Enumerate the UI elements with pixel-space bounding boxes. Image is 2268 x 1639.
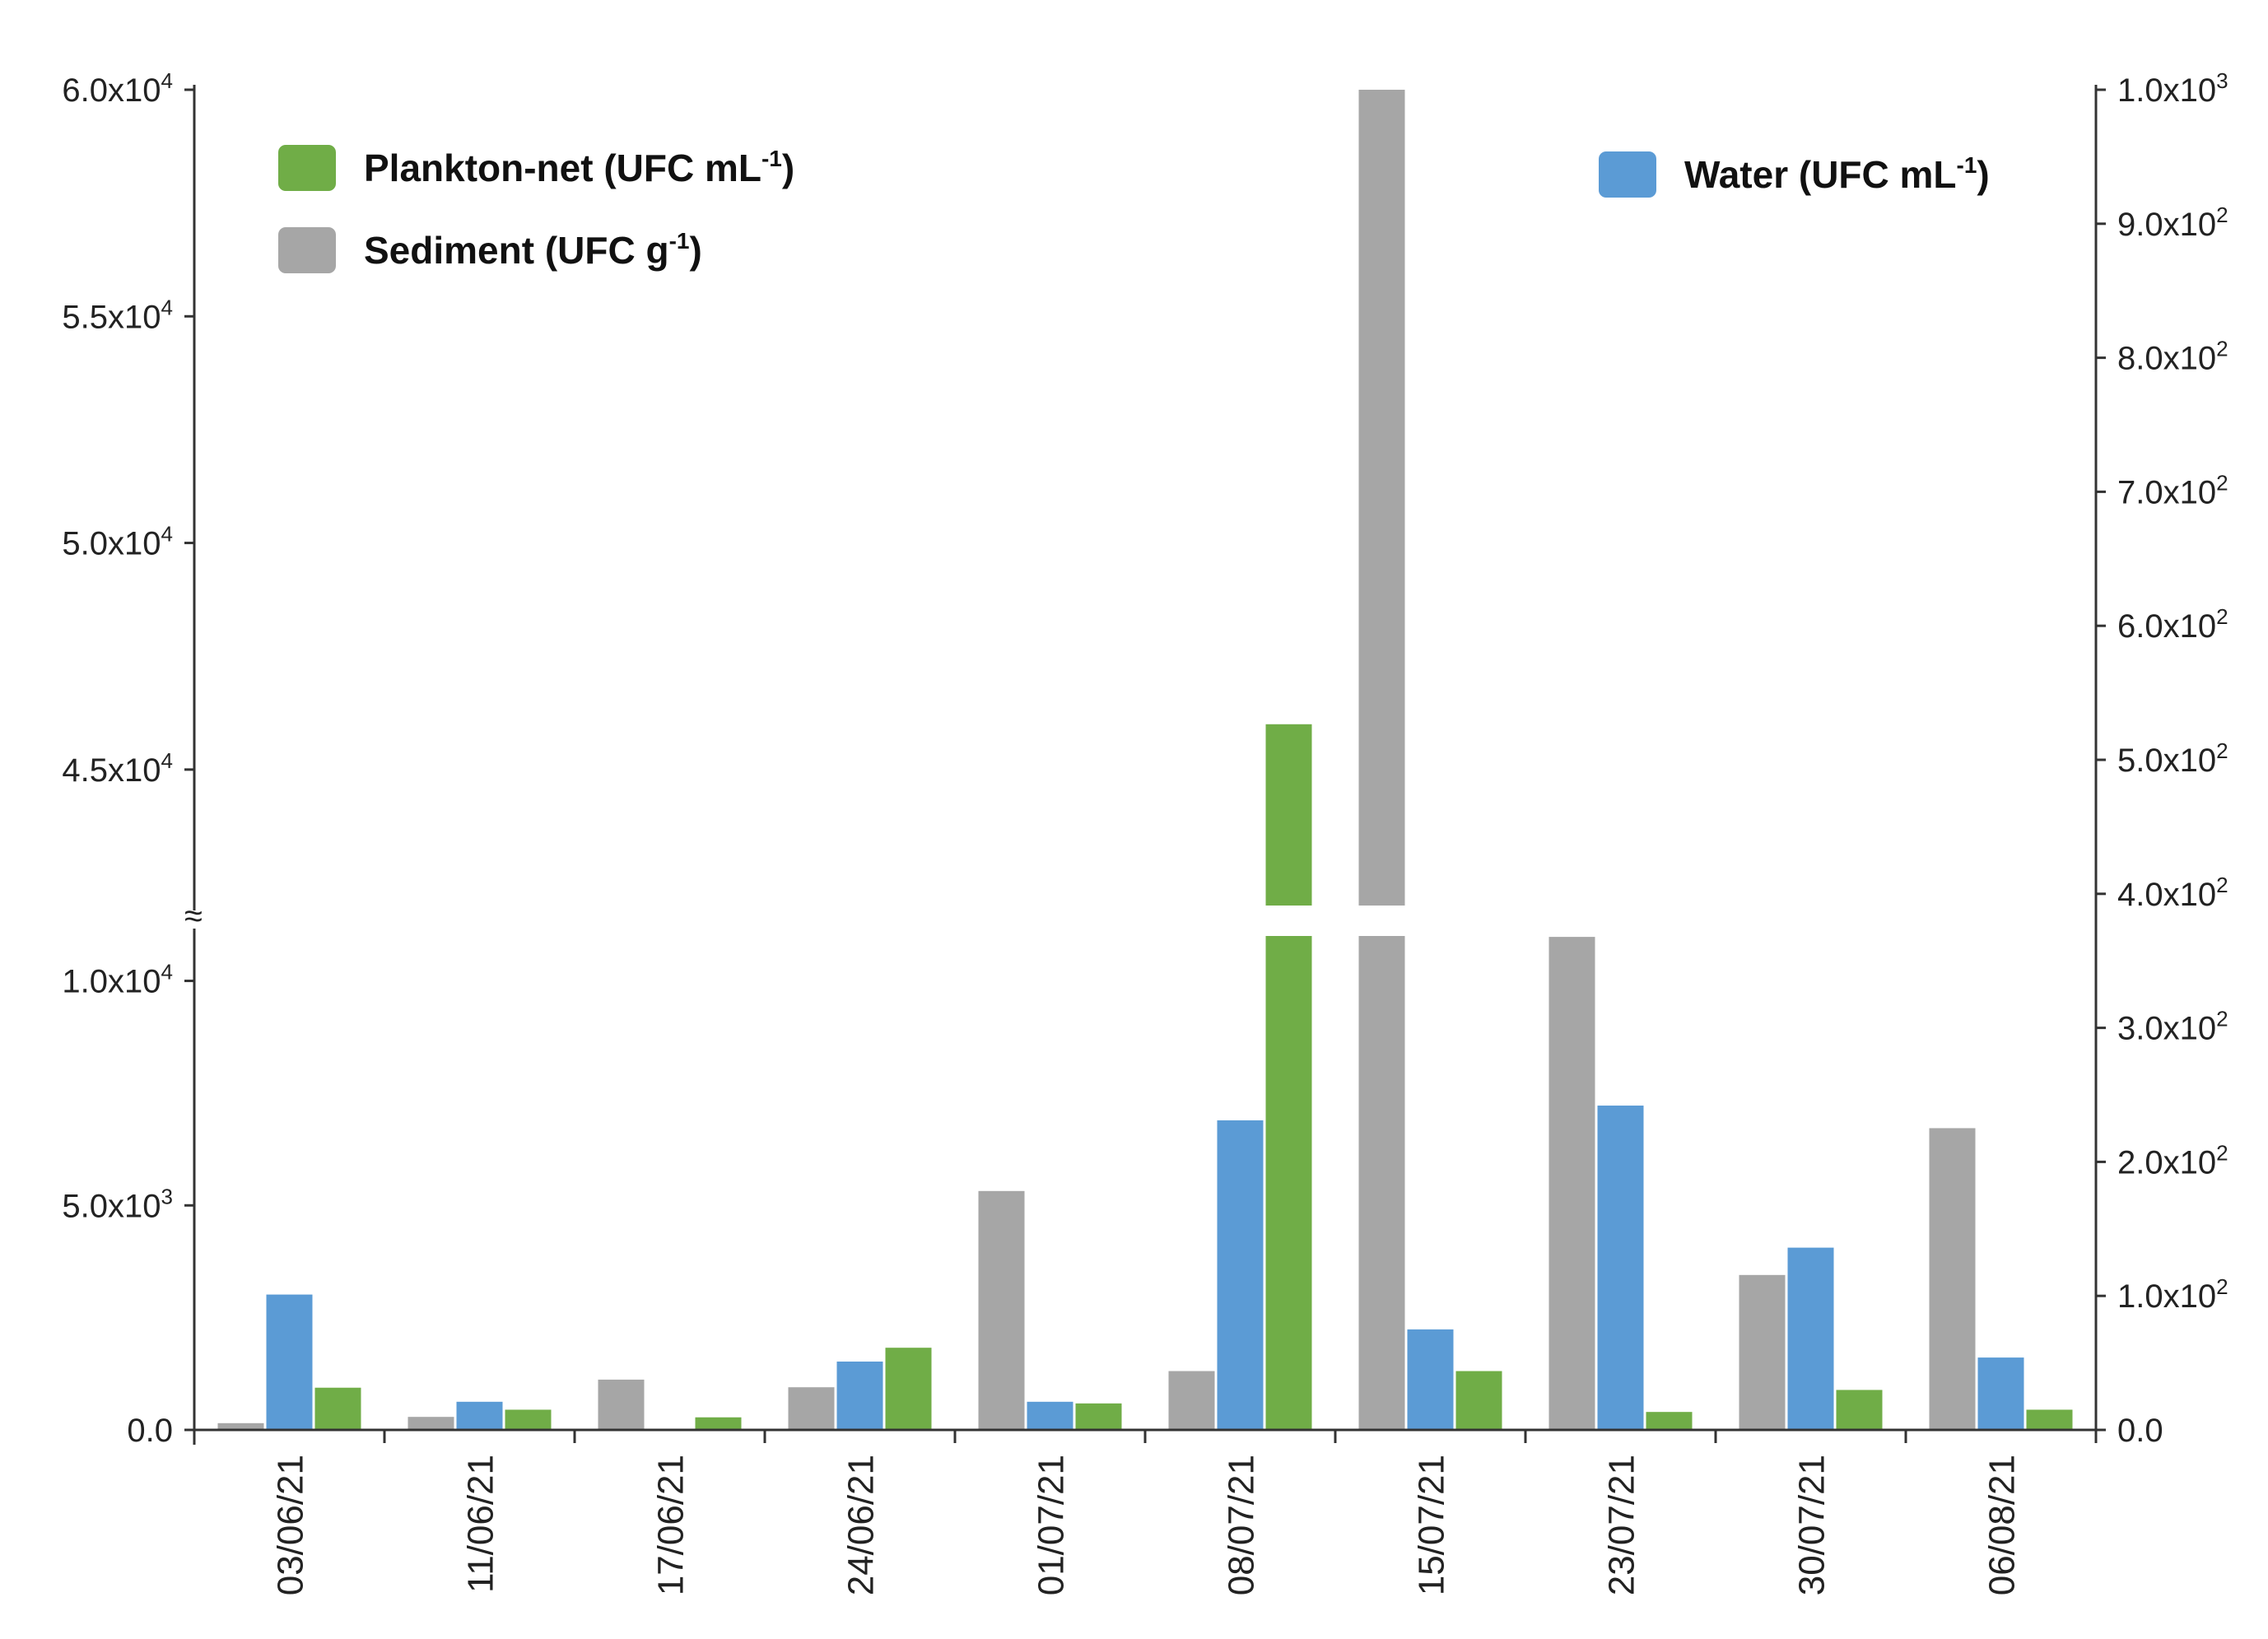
bar-sediment-15-07-21-upper (1358, 90, 1405, 906)
x-axis-category-label: 08/07/21 (1222, 1455, 1262, 1595)
bar-water-23-07-21 (1597, 1106, 1644, 1430)
bar-plankton-net-03-06-21 (314, 1387, 361, 1430)
left-axis-tick-label: 5.0x103 (62, 1184, 173, 1224)
legend-swatch (278, 227, 336, 273)
left-axis-tick-label: 0.0 (127, 1413, 173, 1449)
bar-sediment-01-07-21 (978, 1190, 1025, 1430)
legend-swatch (278, 145, 336, 191)
x-axis-category-label: 01/07/21 (1032, 1455, 1072, 1595)
bar-plankton-net-08-07-21-upper (1265, 724, 1312, 906)
bar-sediment-08-07-21 (1168, 1371, 1215, 1430)
legend-swatch (1599, 151, 1656, 198)
x-axis-category-label: 17/06/21 (651, 1455, 692, 1595)
right-axis-tick-label: 2.0x102 (2117, 1140, 2228, 1180)
right-axis-tick-label: 1.0x103 (2117, 68, 2228, 109)
right-axis-tick-label: 9.0x102 (2117, 203, 2228, 243)
legend-label: Plankton-net (UFC mL-1) (364, 146, 794, 189)
bar-water-24-06-21 (836, 1361, 883, 1430)
bar-plankton-net-24-06-21 (885, 1348, 932, 1430)
bar-sediment-11-06-21 (407, 1417, 454, 1430)
x-axis-category-label: 30/07/21 (1792, 1455, 1833, 1595)
x-axis-category-label: 24/06/21 (841, 1455, 882, 1595)
bar-water-01-07-21 (1027, 1401, 1073, 1430)
bar-plankton-net-08-07-21 (1265, 724, 1312, 1430)
bar-plankton-net-06-08-21 (2026, 1409, 2073, 1430)
bar-sediment-17-06-21 (598, 1379, 645, 1430)
left-axis-tick-label: 6.0x104 (62, 68, 173, 109)
right-axis-tick-label: 6.0x102 (2117, 604, 2228, 645)
x-axis-category-label: 23/07/21 (1602, 1455, 1642, 1595)
x-axis-category-label: 06/08/21 (1982, 1455, 2023, 1595)
bar-water-08-07-21 (1217, 1120, 1264, 1430)
left-axis-tick-label: 5.0x104 (62, 522, 173, 562)
bar-water-11-06-21 (456, 1401, 503, 1430)
bar-plankton-net-30-07-21 (1836, 1390, 1883, 1430)
bar-sediment-06-08-21 (1929, 1128, 1976, 1430)
bar-plankton-net-17-06-21 (695, 1417, 742, 1430)
bar-plankton-net-23-07-21 (1646, 1412, 1693, 1430)
right-axis-tick-label: 3.0x102 (2117, 1007, 2228, 1047)
right-axis-tick-label: 8.0x102 (2117, 337, 2228, 377)
left-axis-tick-label: 4.5x104 (62, 748, 173, 789)
bar-sediment-15-07-21 (1358, 90, 1405, 1430)
bar-sediment-23-07-21 (1548, 937, 1595, 1430)
bar-water-03-06-21 (266, 1294, 313, 1430)
legend-item-sediment: Sediment (UFC g-1) (278, 227, 702, 273)
bar-sediment-15-07-21-lower (1358, 936, 1405, 1430)
x-axis-category-label: 11/06/21 (461, 1455, 501, 1593)
right-axis-tick-label: 4.0x102 (2117, 873, 2228, 913)
bar-sediment-03-06-21 (217, 1422, 264, 1430)
left-axis-tick-label: 5.5x104 (62, 295, 173, 335)
legend: Plankton-net (UFC mL-1) Sediment (UFC g-1… (278, 145, 1990, 273)
legend-label: Sediment (UFC g-1) (364, 228, 702, 272)
axis-break-symbol: ≈ (184, 898, 203, 934)
bar-sediment-30-07-21 (1739, 1274, 1786, 1430)
bar-plankton-net-08-07-21-lower (1265, 936, 1312, 1430)
bar-plankton-net-11-06-21 (505, 1409, 552, 1430)
right-axis-tick-label: 7.0x102 (2117, 470, 2228, 510)
legend-label: Water (UFC mL-1) (1684, 152, 1990, 196)
bar-water-06-08-21 (1977, 1357, 2024, 1430)
bar-water-30-07-21 (1787, 1247, 1834, 1430)
bar-plankton-net-15-07-21 (1455, 1371, 1502, 1430)
x-axis-category-label: 15/07/21 (1412, 1455, 1452, 1595)
legend-item-plankton-net: Plankton-net (UFC mL-1) (278, 145, 794, 191)
right-axis-tick-label: 1.0x102 (2117, 1274, 2228, 1315)
right-axis-tick-label: 0.0 (2117, 1413, 2163, 1449)
left-axis-tick-label: 1.0x104 (62, 960, 173, 1000)
right-axis-tick-label: 5.0x102 (2117, 738, 2228, 779)
bar-plankton-net-01-07-21 (1075, 1403, 1122, 1430)
x-axis-category-label: 03/06/21 (271, 1455, 311, 1595)
legend-item-water: Water (UFC mL-1) (1599, 151, 1990, 198)
bar-water-15-07-21 (1407, 1329, 1454, 1430)
axes-layer: ≈0.0 5.0x103 1.0x104 4.5x104 5.0x104 5.5x104 6… (62, 68, 2228, 1595)
bar-sediment-24-06-21 (788, 1387, 835, 1430)
bars-layer (217, 90, 2073, 1430)
